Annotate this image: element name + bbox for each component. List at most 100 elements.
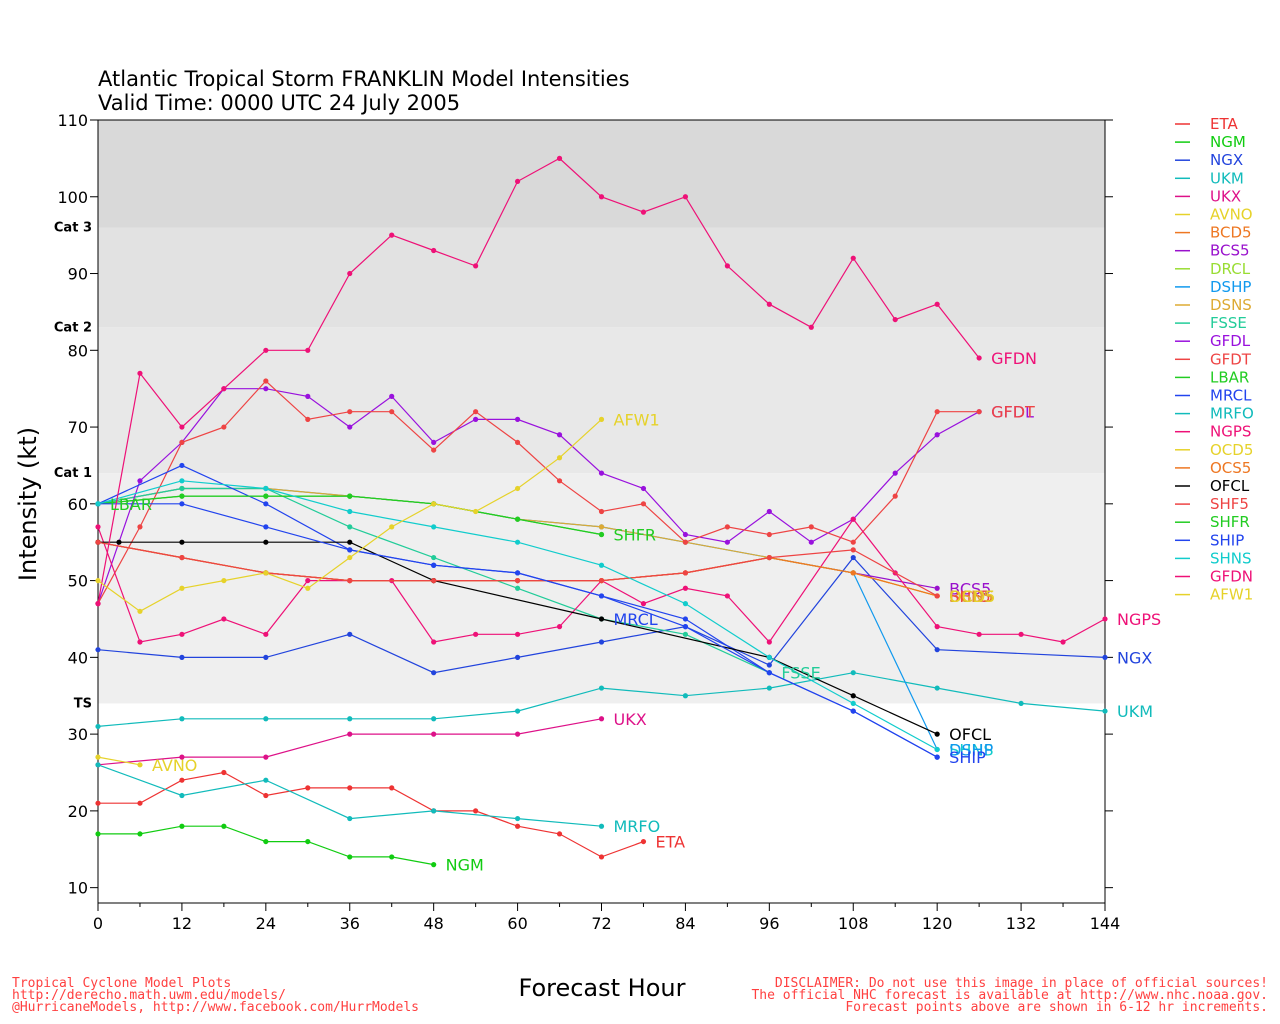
legend-label-dsns: DSNS: [1210, 296, 1252, 314]
legend-label-ofcl: OFCL: [1210, 477, 1250, 495]
data-point-ship: [934, 754, 940, 760]
legend-label-mrcl: MRCL: [1210, 387, 1252, 405]
footer-right-line-2: The official NHC forecast is available a…: [751, 988, 1268, 1003]
data-point-shfr: [347, 493, 353, 499]
series-ngx: [95, 554, 1108, 676]
data-point-ngm: [305, 838, 311, 845]
data-point-ngx: [1102, 654, 1108, 660]
series-lines: [95, 155, 1108, 868]
data-point-gfdl: [431, 439, 437, 446]
y-tick-label: 90: [68, 265, 88, 284]
data-point-ukx: [431, 731, 437, 737]
data-point-gfdt: [556, 478, 563, 484]
data-point-eta: [598, 854, 605, 860]
series-line-ngm: [98, 825, 434, 866]
footer-right-line-3: Forecast points above are shown in 6-12 …: [845, 1000, 1268, 1015]
legend-label-ngps: NGPS: [1210, 423, 1251, 441]
y-tick-label: 40: [68, 648, 88, 667]
data-point-gfdl: [347, 424, 353, 430]
data-point-gfdt: [514, 439, 521, 446]
data-point-shns: [598, 562, 605, 568]
data-point-shns: [179, 478, 185, 484]
data-point-ngps: [766, 639, 772, 645]
y-tick-label: 100: [57, 188, 88, 207]
end-label-avno: AVNO: [152, 756, 197, 775]
data-point-gfdt: [431, 447, 437, 453]
data-point-afw1: [305, 585, 311, 591]
legend-label-bcd5: BCD5: [1210, 224, 1252, 242]
data-point-gfdn: [682, 194, 689, 200]
data-point-gfdn: [556, 155, 563, 161]
band-cat-3: [98, 120, 1105, 228]
data-point-ukm: [1102, 708, 1108, 714]
legend-label-drcl: DRCL: [1210, 260, 1251, 278]
data-point-eta: [556, 831, 563, 837]
data-point-gfdt: [850, 539, 856, 545]
data-point-eta: [95, 800, 101, 806]
legend-label-ocd5: OCD5: [1210, 441, 1253, 459]
data-point-gfdl: [473, 416, 479, 422]
data-point-ngps: [976, 631, 982, 637]
data-point-avno: [137, 762, 143, 768]
data-point-ofcl: [598, 616, 605, 622]
data-point-eta: [221, 769, 227, 776]
data-point-ngm: [263, 838, 269, 845]
data-point-ngps: [1102, 616, 1108, 622]
data-point-shns: [934, 746, 940, 753]
data-point-gfdt: [179, 439, 185, 446]
legend-label-afw1: AFW1: [1210, 586, 1253, 604]
data-point-ngx: [598, 639, 605, 645]
data-point-ukx: [514, 731, 521, 737]
footer-left-line-1: Tropical Cyclone Model Plots: [12, 976, 231, 991]
data-point-eta: [473, 808, 479, 814]
data-point-ofcl: [850, 693, 856, 699]
legend-label-ocs5: OCS5: [1210, 459, 1251, 477]
series-ukx: [95, 716, 605, 768]
data-point-eta: [263, 792, 269, 799]
data-point-gfdt: [892, 493, 898, 499]
legend-label-fsse: FSSE: [1210, 314, 1247, 332]
data-point-ngps: [473, 631, 479, 637]
legend-label-bcs5: BCS5: [1210, 242, 1250, 260]
data-point-eta: [389, 785, 395, 791]
data-point-gfdn: [347, 270, 353, 277]
data-point-gfdl: [263, 386, 269, 392]
data-point-ngps: [263, 631, 269, 637]
series-line-gfdl: [97, 388, 980, 604]
data-point-ngps: [137, 639, 143, 645]
data-point-gfdt: [389, 409, 395, 415]
data-point-gfdn: [724, 263, 730, 269]
data-point-ukx: [347, 731, 353, 737]
legend-label-shf5: SHF5: [1210, 495, 1249, 513]
series-ship: [95, 501, 940, 760]
series-afw1: [95, 416, 605, 614]
data-point-bcs5: [934, 585, 940, 591]
data-point-ngm: [389, 854, 395, 860]
data-point-ukm: [179, 716, 185, 722]
data-point-ship: [598, 593, 605, 599]
data-point-fsse: [347, 524, 353, 530]
data-point-shns: [95, 501, 101, 507]
series-line-avno: [97, 756, 141, 766]
band-label-ts: TS: [74, 696, 92, 711]
data-point-afw1: [514, 485, 521, 492]
data-point-gfdt: [221, 424, 227, 430]
series-line-gfdt: [97, 380, 980, 604]
data-point-shf5: [934, 593, 940, 599]
data-point-eta: [305, 785, 311, 791]
series-gfdl: [95, 386, 982, 607]
end-label-ship: SHIP: [949, 748, 986, 767]
data-point-ship: [514, 570, 521, 576]
data-point-gfdl: [934, 432, 940, 438]
chart-subtitle: Valid Time: 0000 UTC 24 July 2005: [98, 91, 460, 115]
x-axis-label: Forecast Hour: [519, 974, 686, 1002]
data-point-ngps: [431, 639, 437, 645]
data-point-afw1: [263, 570, 269, 576]
data-point-ngps: [305, 577, 311, 584]
data-point-shns: [263, 485, 269, 492]
end-label-lbar: LBAR: [110, 495, 152, 514]
data-point-ngx: [179, 654, 185, 660]
end-labels: ETA NGM NGX UKM UKX AVNO LBAR SHFR MRCL MRFO FSSE A…: [110, 349, 1161, 875]
legend-label-ukx: UKX: [1210, 187, 1241, 205]
data-point-mrcl: [682, 616, 689, 622]
